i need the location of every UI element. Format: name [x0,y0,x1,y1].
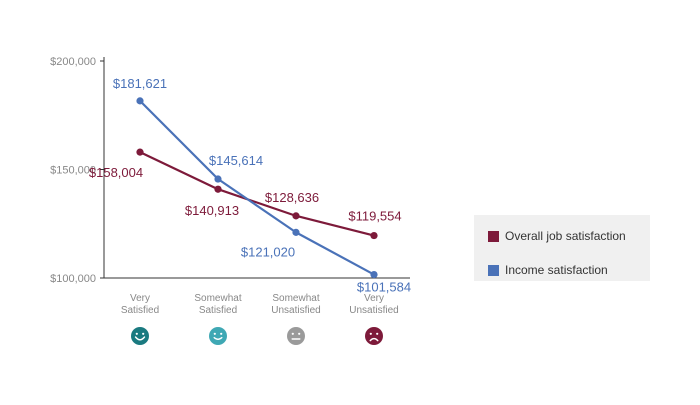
category-label-line: Somewhat [272,293,319,304]
data-point [370,231,378,240]
data-label: $119,554 [348,209,401,224]
data-labels: $158,004 $140,913 $128,636 $119,554 $181,621… [89,76,411,295]
category-label: Very Satisfied [121,293,159,316]
y-axis-ticks: $200,000 $150,000 $100,000 [50,56,104,285]
icon-face [131,327,149,345]
category-label-line: Unsatisfied [271,305,320,316]
series-line-1 [139,100,375,276]
chart-axes [103,57,410,279]
data-label: $101,584 [357,280,411,295]
icon-eye [291,332,294,335]
data-label: $128,636 [265,190,319,205]
data-label: $121,020 [241,244,295,259]
icon-face [209,327,227,345]
icon-eye [220,332,223,335]
data-label: $145,614 [209,153,263,168]
y-tick-label: $100,000 [50,273,96,285]
data-label: $181,621 [113,76,167,91]
chart-legend: Overall job satisfaction Income satisfac… [474,215,650,281]
category-label: Somewhat Unsatisfied [271,293,320,316]
category-label: Somewhat Satisfied [194,293,241,316]
legend-label: Overall job satisfaction [505,229,626,243]
icon-face [287,327,305,345]
category-label-line: Satisfied [199,305,237,316]
legend-item-income-satisfaction: Income satisfaction [488,257,650,283]
category-label: Very Unsatisfied [349,293,398,316]
icon-eye [369,332,372,335]
data-point [136,148,144,156]
icon-mouth [134,336,146,341]
category-label-line: Very [130,293,150,304]
data-point [136,97,144,105]
category-label-line: Somewhat [194,293,241,304]
legend-label: Income satisfaction [505,263,608,277]
very-happy-face-icon [131,327,149,345]
y-tick-label: $200,000 [50,56,96,68]
data-point [214,185,222,193]
category-label-line: Unsatisfied [349,305,398,316]
legend-item-overall-job-satisfaction: Overall job satisfaction [488,223,650,249]
data-point [292,212,300,220]
legend-swatch [488,264,499,276]
icon-eye [213,332,216,335]
happy-face-icon [209,327,227,345]
category-label-line: Satisfied [121,305,159,316]
data-point [214,175,222,183]
data-label: $158,004 [89,165,143,180]
icon-mouth [213,336,223,340]
icon-eye [135,332,138,335]
series-line-0 [139,151,375,237]
category-icons [131,327,383,345]
icon-eye [376,332,379,335]
data-point [292,228,300,236]
icon-eye [142,332,145,335]
sad-face-icon [365,327,383,345]
icon-mouth [369,337,379,342]
legend-swatch [488,230,499,242]
neutral-face-icon [287,327,305,345]
data-point [370,270,378,279]
icon-face [365,327,383,345]
series-group [136,97,378,279]
y-tick-label: $150,000 [50,165,96,177]
icon-eye [298,332,301,335]
category-label-line: Very [364,293,384,304]
data-label: $140,913 [185,203,239,218]
